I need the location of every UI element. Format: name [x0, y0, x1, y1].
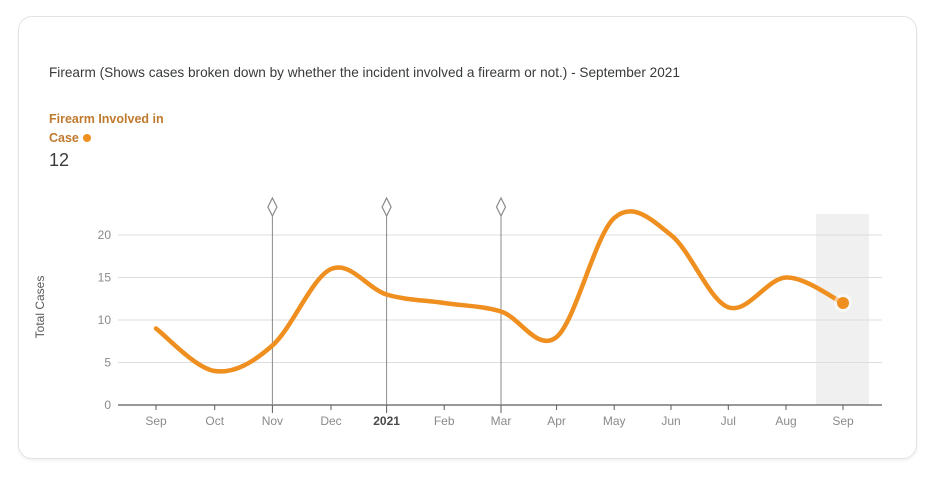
svg-text:0: 0: [104, 398, 111, 412]
svg-text:Jul: Jul: [721, 414, 736, 428]
svg-text:Nov: Nov: [262, 414, 283, 428]
svg-text:Jun: Jun: [661, 414, 680, 428]
svg-text:5: 5: [104, 356, 111, 370]
svg-text:Dec: Dec: [320, 414, 341, 428]
svg-text:Sep: Sep: [832, 414, 854, 428]
svg-text:20: 20: [98, 228, 112, 242]
svg-text:15: 15: [98, 271, 112, 285]
svg-text:Aug: Aug: [775, 414, 796, 428]
svg-text:10: 10: [98, 313, 112, 327]
svg-text:Sep: Sep: [145, 414, 167, 428]
svg-text:Feb: Feb: [434, 414, 455, 428]
svg-text:Apr: Apr: [547, 414, 566, 428]
svg-text:Oct: Oct: [205, 414, 224, 428]
svg-text:Mar: Mar: [491, 414, 512, 428]
svg-text:2021: 2021: [373, 414, 400, 428]
svg-text:May: May: [603, 414, 626, 428]
svg-text:Total Cases: Total Cases: [33, 276, 47, 339]
